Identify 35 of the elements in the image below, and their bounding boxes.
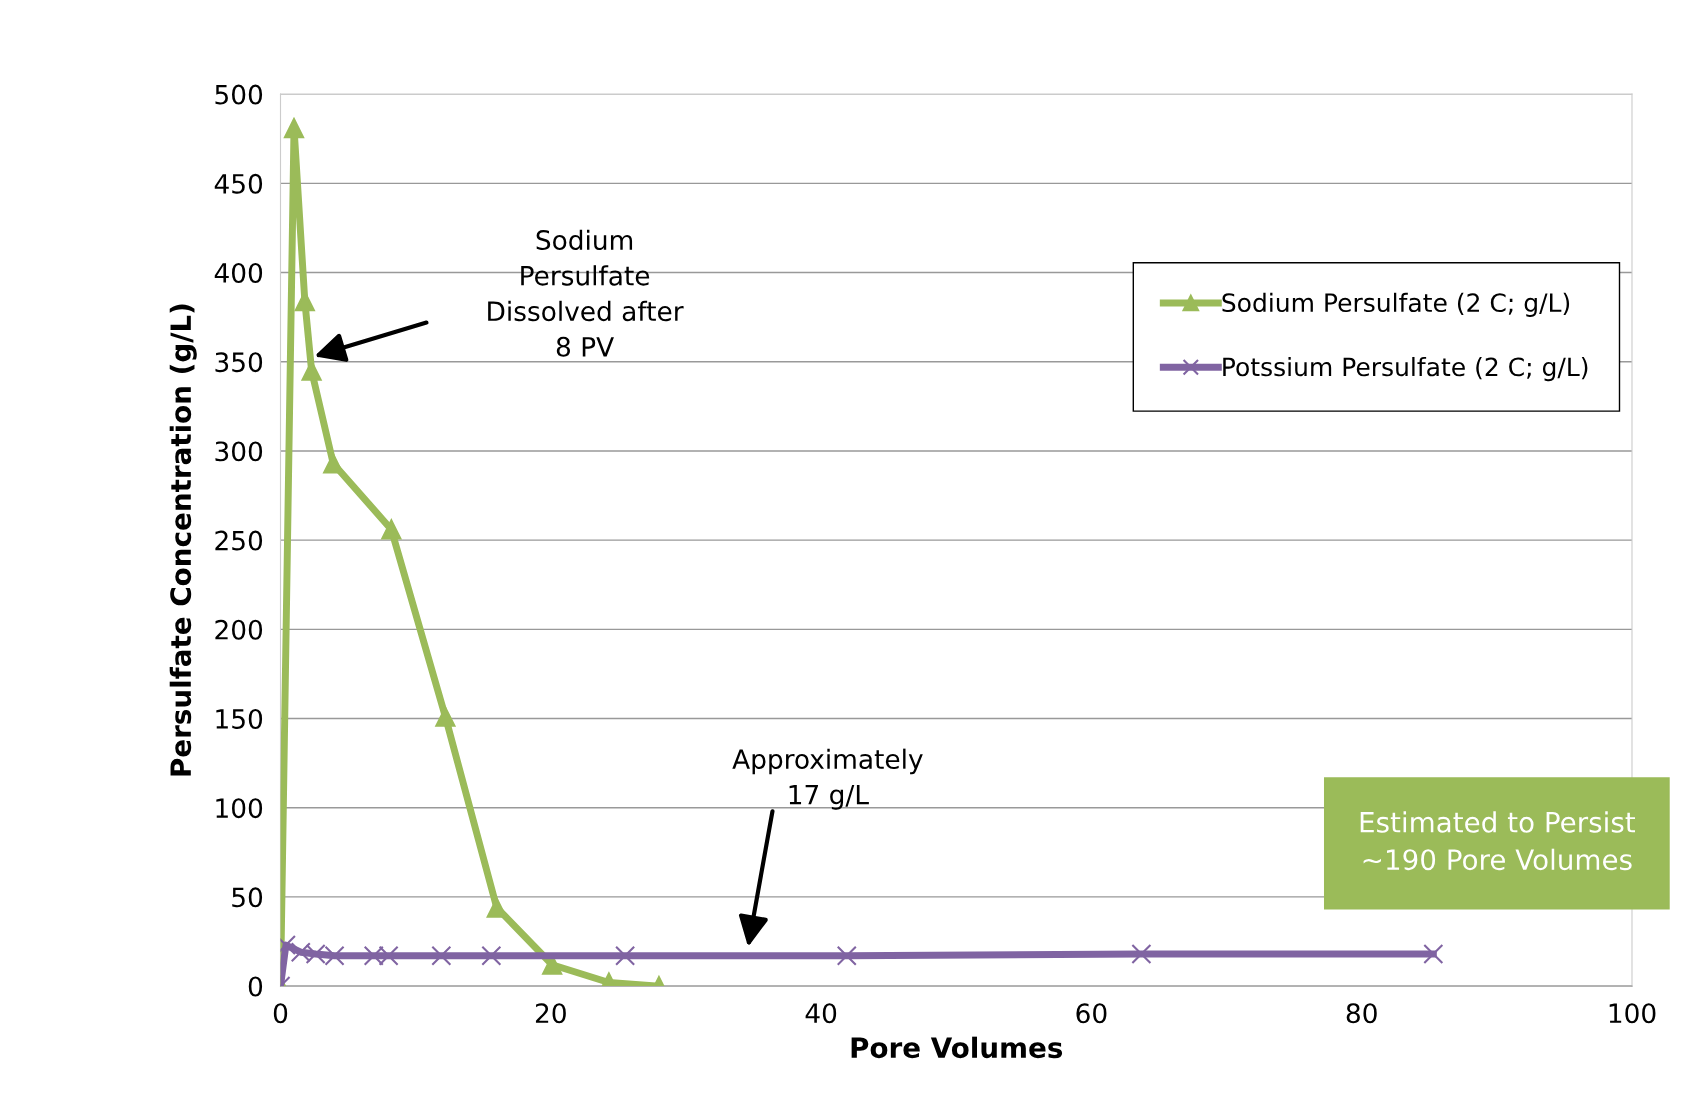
point xyxy=(1423,943,1444,965)
point xyxy=(481,945,502,966)
x-tick-label: 60 xyxy=(1076,1003,1107,1024)
point xyxy=(1131,943,1152,965)
x-tick-label: 80 xyxy=(1346,1003,1377,1024)
point xyxy=(615,945,636,966)
annotation: Sodium Persulfate Dissolved after 8 PV xyxy=(488,229,684,357)
legend-label: Potssium Persulfate (2 C; g/L) xyxy=(1223,356,1588,382)
y-tick-label: 450 xyxy=(214,173,263,194)
point xyxy=(435,706,456,727)
y-tick-label: 500 xyxy=(215,84,263,105)
y-axis-title: Persulfate Concentration (g/L) xyxy=(169,304,197,776)
y-tick-label: 50 xyxy=(232,887,263,908)
x-tick-label: 20 xyxy=(535,1003,566,1024)
y-tick-label: 100 xyxy=(216,798,263,819)
point xyxy=(283,118,305,139)
y-tick-label: 300 xyxy=(215,441,263,462)
y-tick-label: 250 xyxy=(215,530,263,551)
y-tick-label: 400 xyxy=(214,263,263,283)
y-tick-label: 0 xyxy=(248,976,263,997)
legend-label: Sodium Persulfate (2 C; g/L) xyxy=(1222,292,1570,317)
y-tick-label: 200 xyxy=(215,619,263,640)
point xyxy=(323,453,344,474)
x-tick-label: 0 xyxy=(273,1003,288,1024)
x-tick-label: 40 xyxy=(805,1003,837,1024)
point xyxy=(836,945,857,966)
y-tick-label: 350 xyxy=(215,352,263,373)
point xyxy=(486,897,507,918)
annotation: Approximately 17 g/L xyxy=(732,748,923,810)
x-axis-title: Pore Volumes xyxy=(851,1036,1063,1059)
point xyxy=(381,519,402,540)
y-tick-label: 150 xyxy=(216,708,263,729)
point xyxy=(431,945,452,966)
x-tick-label: 100 xyxy=(1609,1003,1656,1024)
annotation: Estimated to Persist ~190 Pore Volumes xyxy=(1360,811,1636,871)
